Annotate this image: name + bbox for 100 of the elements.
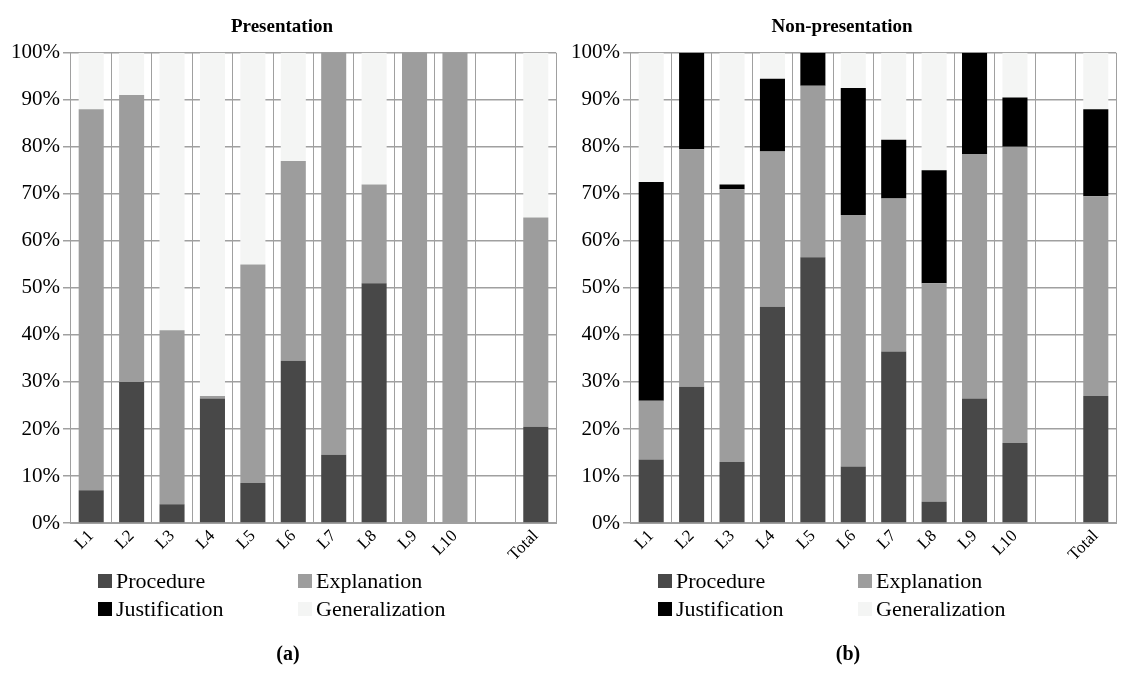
bar	[78, 490, 104, 523]
legend-label: Procedure	[676, 568, 766, 594]
bar	[523, 426, 549, 523]
bar	[679, 386, 705, 523]
bar	[719, 184, 745, 190]
bar	[759, 78, 785, 152]
bar	[962, 52, 988, 154]
x-tick-label: L6	[272, 525, 300, 553]
bar	[159, 52, 185, 331]
bar	[719, 461, 745, 523]
x-tick-label: L1	[630, 525, 658, 553]
y-tick-label: 70%	[581, 180, 620, 205]
bar	[361, 52, 387, 185]
x-tick-label: L3	[151, 525, 179, 553]
x-tick-label: L3	[711, 525, 739, 553]
bar	[881, 139, 907, 199]
y-tick-label: 20%	[581, 415, 620, 440]
bar	[1002, 52, 1028, 98]
bar	[199, 398, 225, 523]
bar	[638, 52, 664, 183]
bar	[638, 182, 664, 401]
y-tick-label: 40%	[21, 321, 60, 346]
bar	[321, 454, 347, 523]
text: (b)	[835, 642, 861, 665]
bar	[921, 52, 947, 171]
bar	[921, 501, 947, 523]
bar	[962, 398, 988, 523]
x-tick-label: L4	[751, 525, 779, 553]
y-tick-label: 90%	[21, 86, 60, 111]
bar	[800, 52, 826, 86]
bar	[881, 52, 907, 140]
bar	[240, 52, 266, 265]
chart-title: Presentation	[230, 15, 334, 37]
y-tick-label: 30%	[581, 368, 620, 393]
y-tick-label: 90%	[581, 86, 620, 111]
bar	[199, 52, 225, 397]
x-tick-label: L10	[428, 525, 461, 559]
bar	[240, 483, 266, 523]
chart-title: Non-presentation	[771, 15, 913, 37]
y-tick-label: 20%	[21, 415, 60, 440]
y-tick-label: 80%	[21, 133, 60, 158]
bar	[1083, 396, 1109, 523]
x-tick-label: L7	[872, 525, 901, 553]
legend-label: Explanation	[316, 568, 423, 594]
y-tick-label: 60%	[581, 227, 620, 252]
x-tick-label: L5	[232, 525, 259, 553]
bar	[523, 52, 549, 218]
bar	[881, 351, 907, 523]
x-tick-label: L5	[792, 525, 819, 553]
bar	[1002, 97, 1028, 147]
x-tick-label: L4	[191, 525, 219, 553]
y-tick-label: 100%	[570, 39, 620, 64]
x-tick-label: L2	[670, 525, 698, 553]
y-tick-label: 10%	[21, 462, 60, 487]
y-tick-label: 100%	[10, 39, 60, 64]
bar	[119, 381, 145, 523]
legend-label: Procedure	[116, 568, 206, 594]
text: (a)	[276, 642, 300, 665]
bar	[1002, 443, 1028, 523]
legend-label: Justification	[676, 596, 784, 622]
y-tick-label: 50%	[581, 274, 620, 299]
y-tick-label: 30%	[21, 368, 60, 393]
x-tick-label: L9	[953, 525, 981, 553]
y-tick-label: 70%	[21, 180, 60, 205]
bar	[1083, 109, 1109, 197]
bar	[840, 88, 866, 216]
x-tick-label: L8	[353, 525, 381, 553]
bar	[280, 360, 306, 523]
y-tick-label: 40%	[581, 321, 620, 346]
x-tick-label: L7	[312, 525, 341, 553]
legend-label: Justification	[116, 596, 224, 622]
x-tick-label: L2	[110, 525, 138, 553]
x-tick-label: L9	[393, 525, 421, 553]
bar	[1083, 52, 1109, 110]
y-tick-label: 0%	[591, 509, 620, 534]
x-tick-label: L6	[832, 525, 860, 553]
bar	[840, 466, 866, 523]
bar	[119, 52, 145, 96]
bar	[638, 459, 664, 523]
y-tick-label: 10%	[581, 462, 620, 487]
legend-label: Generalization	[316, 596, 446, 622]
x-tick-label: L1	[70, 525, 98, 553]
bar	[840, 52, 866, 89]
bar	[759, 306, 785, 523]
x-tick-label: L10	[988, 525, 1021, 559]
legend-label: Explanation	[876, 568, 983, 594]
legend-label: Generalization	[876, 596, 1006, 622]
bar	[361, 283, 387, 523]
y-tick-label: 50%	[21, 274, 60, 299]
bar	[719, 52, 745, 185]
bar	[759, 52, 785, 79]
bar	[679, 52, 705, 150]
y-tick-label: 0%	[31, 509, 60, 534]
bar	[280, 52, 306, 161]
bar	[921, 170, 947, 284]
bar	[78, 52, 104, 110]
x-tick-label: L8	[913, 525, 941, 553]
y-tick-label: 60%	[21, 227, 60, 252]
bar	[800, 257, 826, 523]
bar	[159, 504, 185, 523]
